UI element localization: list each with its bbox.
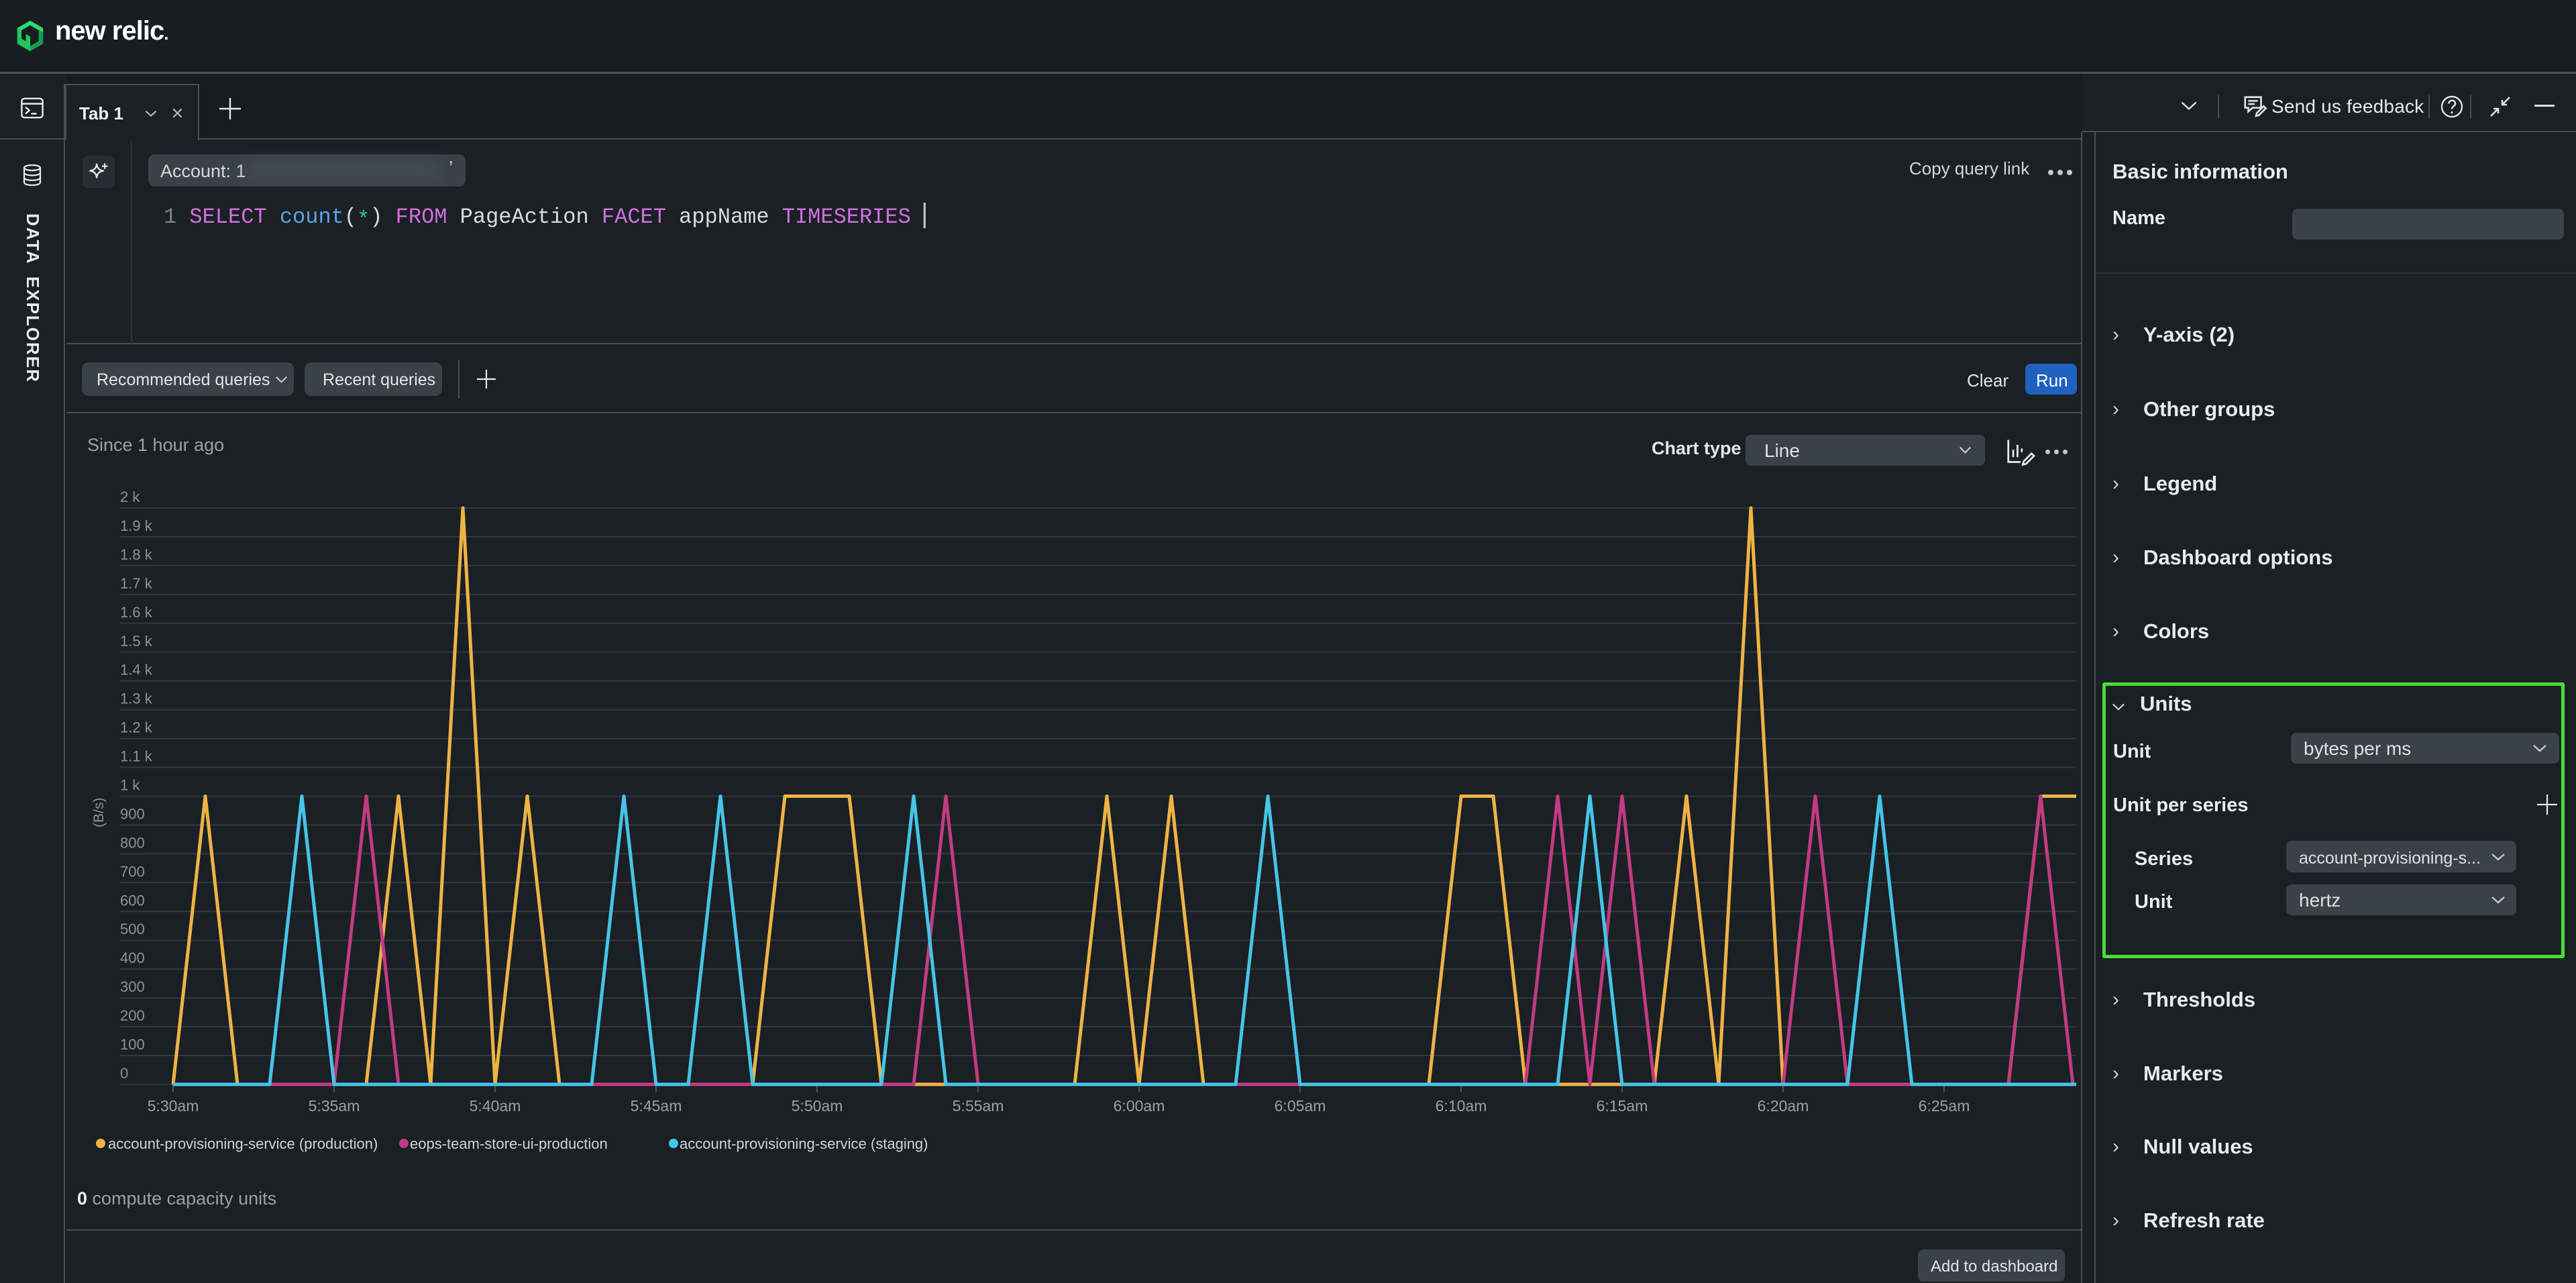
svg-text:6:00am: 6:00am xyxy=(1114,1097,1165,1115)
svg-text:900: 900 xyxy=(120,806,145,823)
svg-text:400: 400 xyxy=(120,950,145,966)
svg-text:800: 800 xyxy=(120,834,145,851)
svg-text:6:10am: 6:10am xyxy=(1436,1097,1487,1115)
svg-text:500: 500 xyxy=(120,921,145,937)
svg-text:5:50am: 5:50am xyxy=(792,1097,843,1115)
svg-text:5:45am: 5:45am xyxy=(631,1097,682,1115)
svg-text:1.4 k: 1.4 k xyxy=(120,662,153,678)
svg-text:5:55am: 5:55am xyxy=(953,1097,1004,1115)
svg-text:0: 0 xyxy=(120,1065,128,1082)
svg-text:6:05am: 6:05am xyxy=(1275,1097,1326,1115)
svg-text:5:40am: 5:40am xyxy=(470,1097,521,1115)
svg-text:6:25am: 6:25am xyxy=(1919,1097,1970,1115)
svg-text:6:20am: 6:20am xyxy=(1758,1097,1809,1115)
svg-text:(B/s): (B/s) xyxy=(91,798,107,827)
svg-text:1.6 k: 1.6 k xyxy=(120,604,153,621)
svg-text:5:35am: 5:35am xyxy=(309,1097,360,1115)
svg-text:1.2 k: 1.2 k xyxy=(120,719,153,736)
svg-text:2 k: 2 k xyxy=(120,489,140,505)
svg-text:1.9 k: 1.9 k xyxy=(120,517,153,534)
svg-text:1.5 k: 1.5 k xyxy=(120,633,153,650)
svg-text:300: 300 xyxy=(120,978,145,995)
svg-text:1.7 k: 1.7 k xyxy=(120,575,153,592)
svg-text:1.8 k: 1.8 k xyxy=(120,546,153,563)
svg-text:1.3 k: 1.3 k xyxy=(120,690,153,707)
svg-text:100: 100 xyxy=(120,1036,145,1053)
svg-text:1 k: 1 k xyxy=(120,777,140,794)
svg-text:5:30am: 5:30am xyxy=(148,1097,199,1115)
svg-text:6:15am: 6:15am xyxy=(1597,1097,1648,1115)
svg-text:1.1 k: 1.1 k xyxy=(120,748,153,765)
svg-text:700: 700 xyxy=(120,863,145,880)
svg-text:200: 200 xyxy=(120,1007,145,1024)
svg-text:600: 600 xyxy=(120,892,145,909)
